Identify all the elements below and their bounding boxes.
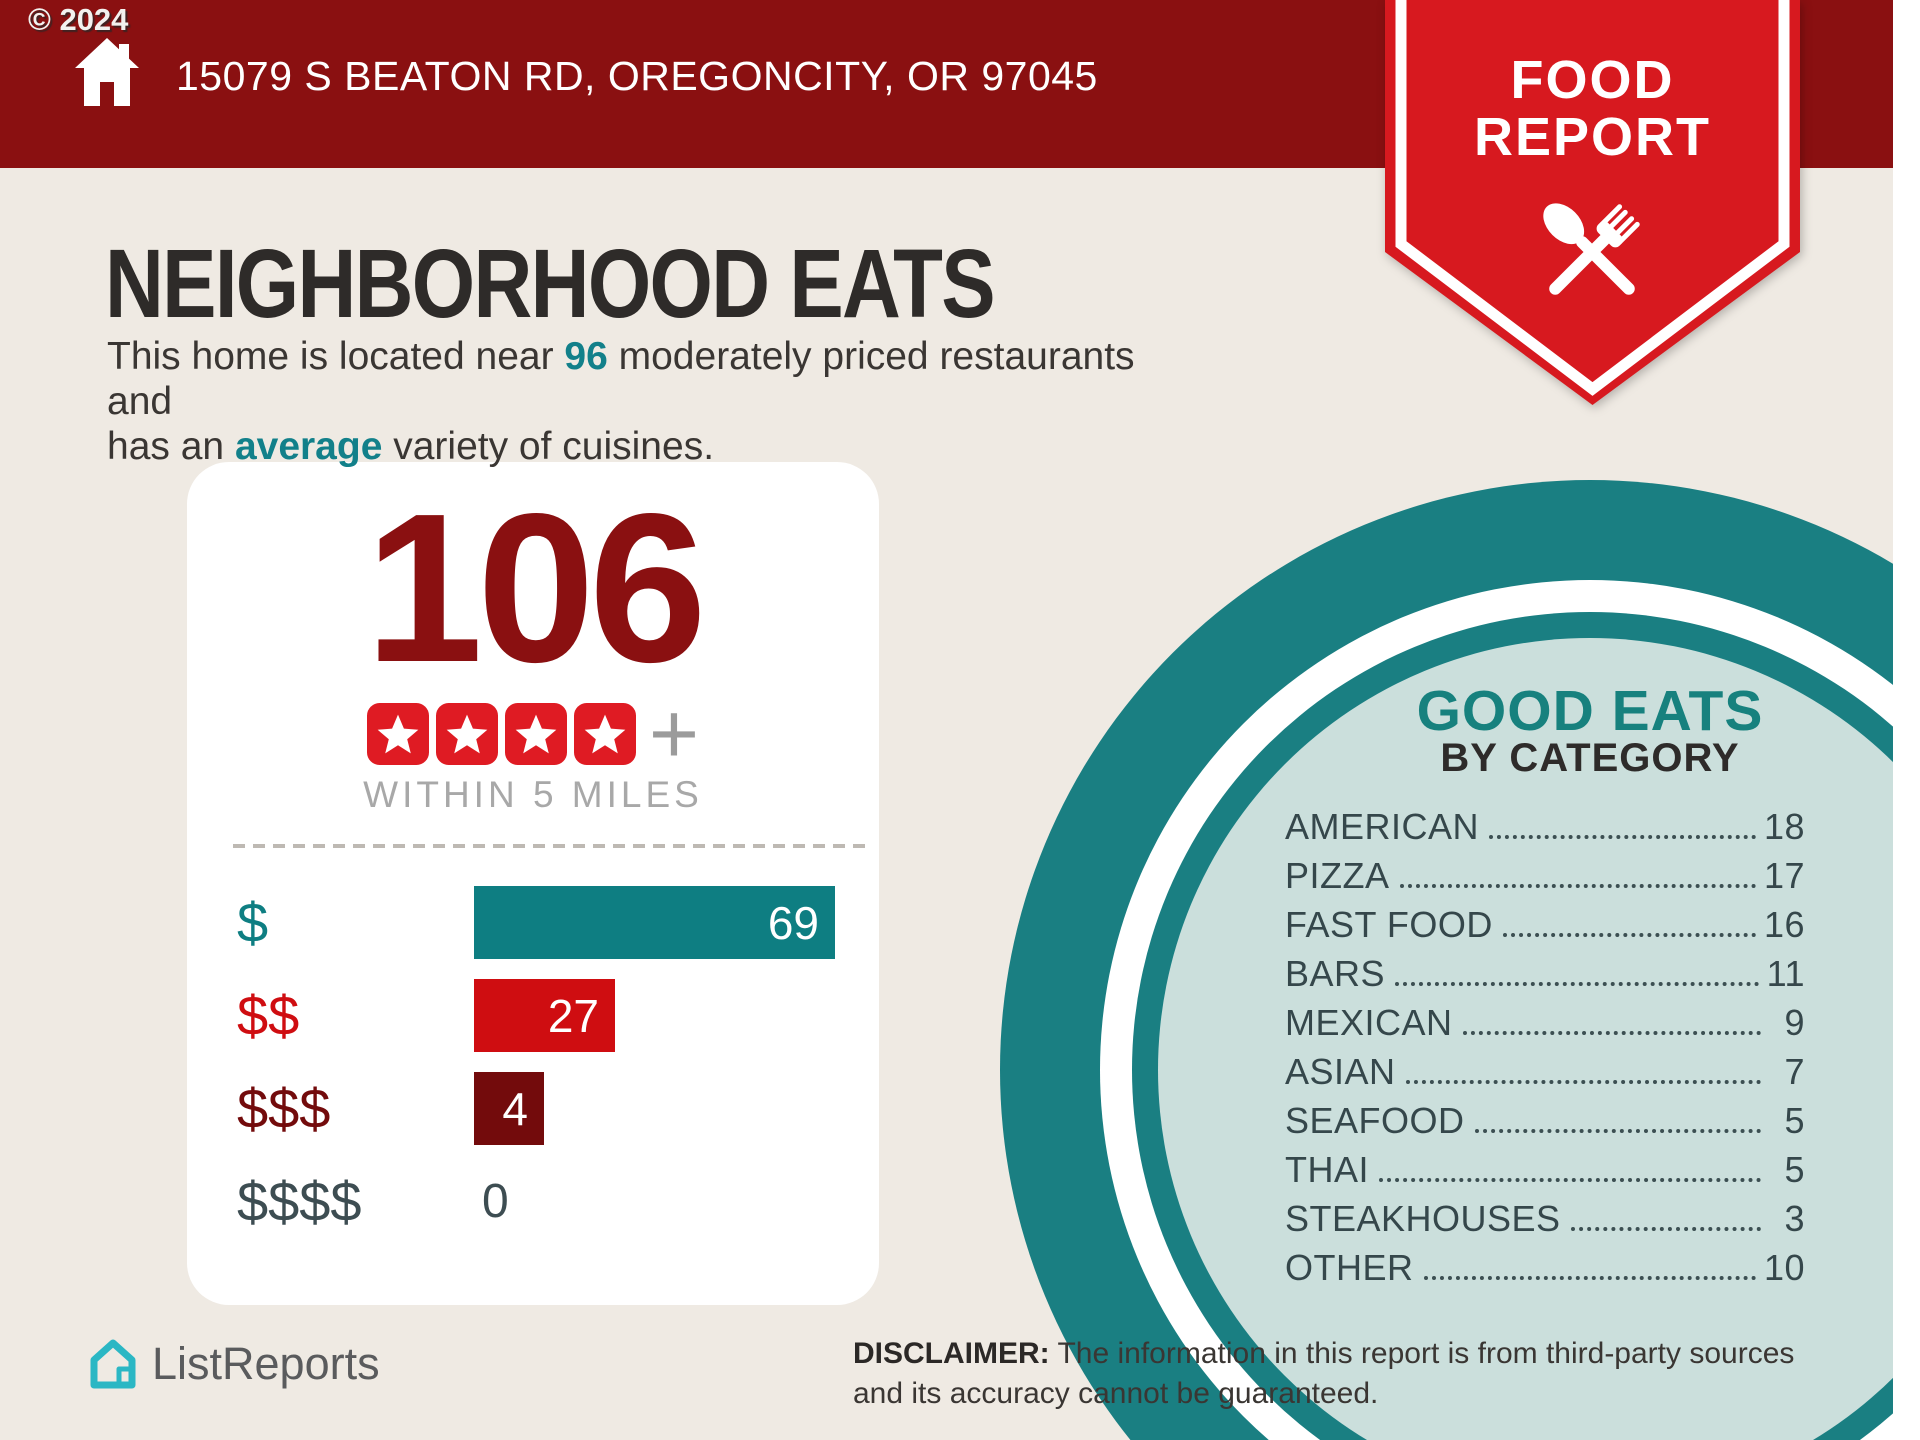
bar-value: 4 [502,1082,528,1135]
ribbon-title: FOOD REPORT [1385,52,1800,166]
leader-dots [1502,933,1756,937]
plus-sign: + [648,686,700,782]
category-label: FAST FOOD [1285,904,1493,945]
category-row: AMERICAN 18 [1285,806,1805,855]
radius-label: WITHIN 5 MILES [363,774,703,815]
bar-value: 27 [547,989,599,1042]
star-icon [435,703,498,765]
star-icon [504,703,567,765]
spoon-fork-icon [1543,203,1640,295]
category-list: AMERICAN 18 PIZZA 17 FAST FOOD 16 BARS 11 ME… [1285,806,1805,1296]
leader-dots [1570,1227,1761,1231]
leader-dots [1405,1080,1761,1084]
price-bar: 69 [474,886,835,959]
restaurant-count: 96 [564,335,608,378]
category-label: AMERICAN [1285,806,1480,847]
listreports-house-icon [90,1339,136,1389]
category-value: 9 [1784,1002,1805,1043]
star-icon [366,703,429,765]
category-label: ASIAN [1285,1051,1396,1092]
price-tier-label: $$$$ [237,1170,362,1233]
brand-name: ListReports [152,1338,380,1389]
home-icon [72,36,142,113]
category-label: STEAKHOUSES [1285,1198,1561,1239]
disclaimer: DISCLAIMER: The information in this repo… [853,1334,1828,1414]
category-row: FAST FOOD 16 [1285,904,1805,953]
price-row-2: $$ 27 [237,979,837,1052]
category-value: 5 [1784,1100,1805,1141]
price-row-4: $$$$ 0 [237,1165,837,1238]
price-tier-label: $ [237,891,269,954]
property-address: 15079 S BEATON RD, OREGONCITY, OR 97045 [176,53,1098,99]
intro-pre: This home is located near [107,335,565,378]
price-tier-label: $$$ [237,1077,331,1140]
listreports-logo: ListReports [88,1338,380,1390]
dashed-divider [233,844,873,848]
ribbon-line1: FOOD [1510,50,1675,110]
price-bar: 4 [474,1072,544,1145]
category-value: 10 [1763,1247,1805,1288]
leader-dots [1423,1276,1756,1280]
category-value: 5 [1784,1149,1805,1190]
category-row: ASIAN 7 [1285,1051,1805,1100]
category-value: 18 [1763,806,1805,847]
category-row: STEAKHOUSES 3 [1285,1198,1805,1247]
category-value: 11 [1766,953,1805,994]
good-eats-subtitle: BY CATEGORY [1440,736,1740,780]
intro-mid: moderately priced restaurants and [107,335,1135,423]
total-restaurants: 106 [365,469,707,706]
food-report-ribbon [1385,0,1800,405]
leader-dots [1399,884,1756,888]
price-row-3: $$$ 4 [237,1072,837,1145]
star-icon [573,703,636,765]
category-label: BARS [1285,953,1386,994]
ribbon-line2: REPORT [1473,107,1712,167]
price-bar-chart: $ 69 $$ 27 $$$ 4 $$$$ 0 [237,886,837,1258]
intro-post: variety of cuisines. [382,425,715,468]
circle-fill [1158,638,1920,1440]
category-value: 7 [1784,1051,1805,1092]
category-value: 17 [1763,855,1805,896]
category-label: MEXICAN [1285,1002,1453,1043]
leader-dots [1395,982,1759,986]
variety-highlight: average [234,425,383,468]
category-label: OTHER [1285,1247,1414,1288]
price-tier-label: $$ [237,984,300,1047]
category-value: 3 [1784,1198,1805,1239]
leader-dots [1379,1178,1761,1182]
copyright-text: © 2024 [28,2,129,37]
intro-paragraph: This home is located near 96 moderately … [107,334,1147,469]
category-label: SEAFOOD [1285,1100,1465,1141]
category-row: PIZZA 17 [1285,855,1805,904]
good-eats-title: GOOD EATS [1416,679,1764,743]
page-title: NEIGHBORHOOD EATS [105,229,996,338]
disclaimer-text: The information in this report is from t… [853,1337,1795,1410]
price-row-1: $ 69 [237,886,837,959]
category-row: THAI 5 [1285,1149,1805,1198]
category-value: 16 [1763,904,1805,945]
bar-value: 0 [482,1175,509,1228]
bar-value: 69 [767,896,819,949]
disclaimer-label: DISCLAIMER: [853,1337,1050,1370]
leader-dots [1474,1129,1761,1133]
stats-card: 106 + WITHIN 5 MILES $ 69 $$ 27 $$$ 4 [187,462,879,1305]
star-rating: + [187,686,879,782]
category-row: SEAFOOD 5 [1285,1100,1805,1149]
price-bar: 27 [474,979,615,1052]
intro-line2-pre: has an [107,425,235,468]
category-row: BARS 11 [1285,953,1805,1002]
category-label: THAI [1285,1149,1370,1190]
leader-dots [1462,1031,1761,1035]
category-row: OTHER 10 [1285,1247,1805,1296]
leader-dots [1489,835,1756,839]
category-row: MEXICAN 9 [1285,1002,1805,1051]
right-margin-strip [1893,0,1920,1440]
category-label: PIZZA [1285,855,1390,896]
